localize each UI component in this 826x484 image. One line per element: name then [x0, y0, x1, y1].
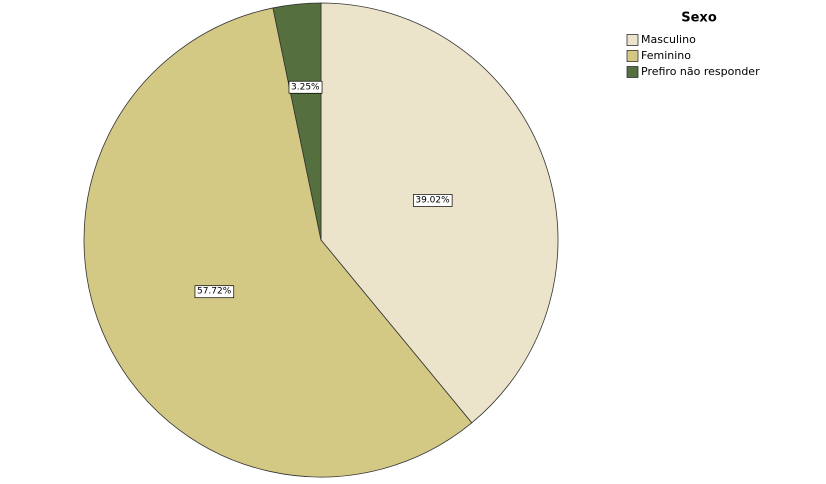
value-label: 57.72% [197, 287, 232, 297]
legend-label: Prefiro não responder [641, 65, 760, 78]
pie-slice [83, 7, 473, 478]
legend-swatch [626, 50, 639, 62]
pie-slice [320, 2, 559, 424]
legend-title: Sexo [681, 11, 717, 26]
value-label: 39.02% [415, 195, 450, 205]
legend-swatch [626, 34, 639, 46]
pie-slice [272, 2, 322, 241]
value-label-box [194, 285, 235, 299]
legend-label: Masculino [641, 33, 696, 46]
value-label-group: 3.25% [288, 80, 323, 94]
value-label-box [288, 80, 323, 94]
value-label-group: 39.02% [413, 194, 453, 207]
value-label-group: 57.72% [194, 285, 235, 299]
legend-label: Feminino [641, 49, 691, 62]
value-label: 3.25% [291, 82, 320, 92]
legend-swatch [626, 66, 639, 78]
value-label-box [413, 194, 453, 207]
